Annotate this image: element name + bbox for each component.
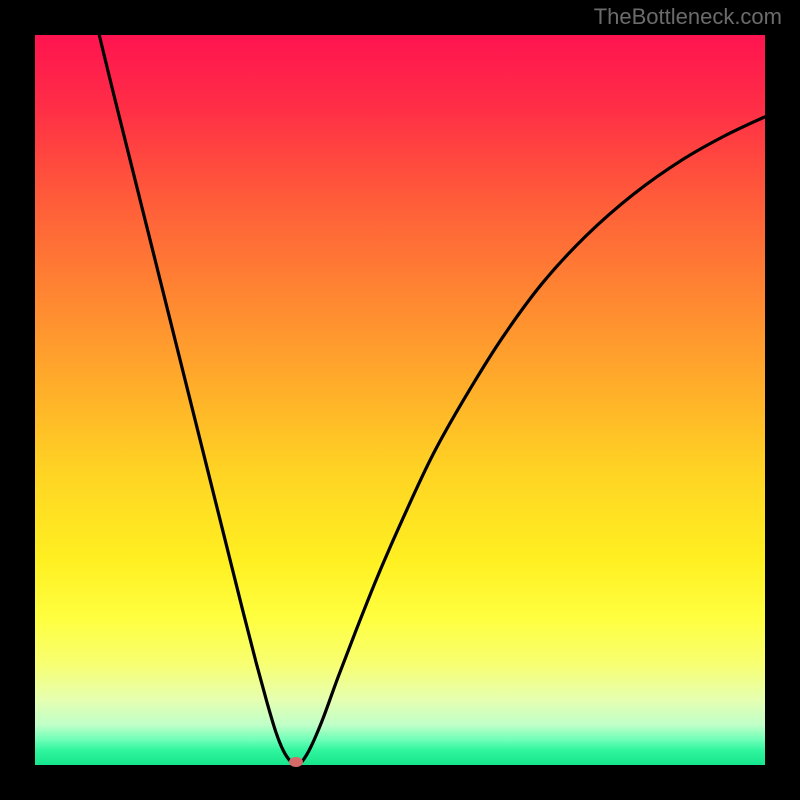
plot-area — [35, 35, 765, 765]
chart-container: TheBottleneck.com — [0, 0, 800, 800]
watermark-text: TheBottleneck.com — [594, 4, 782, 30]
bottleneck-curve — [35, 35, 765, 765]
optimal-point-marker — [289, 757, 303, 767]
